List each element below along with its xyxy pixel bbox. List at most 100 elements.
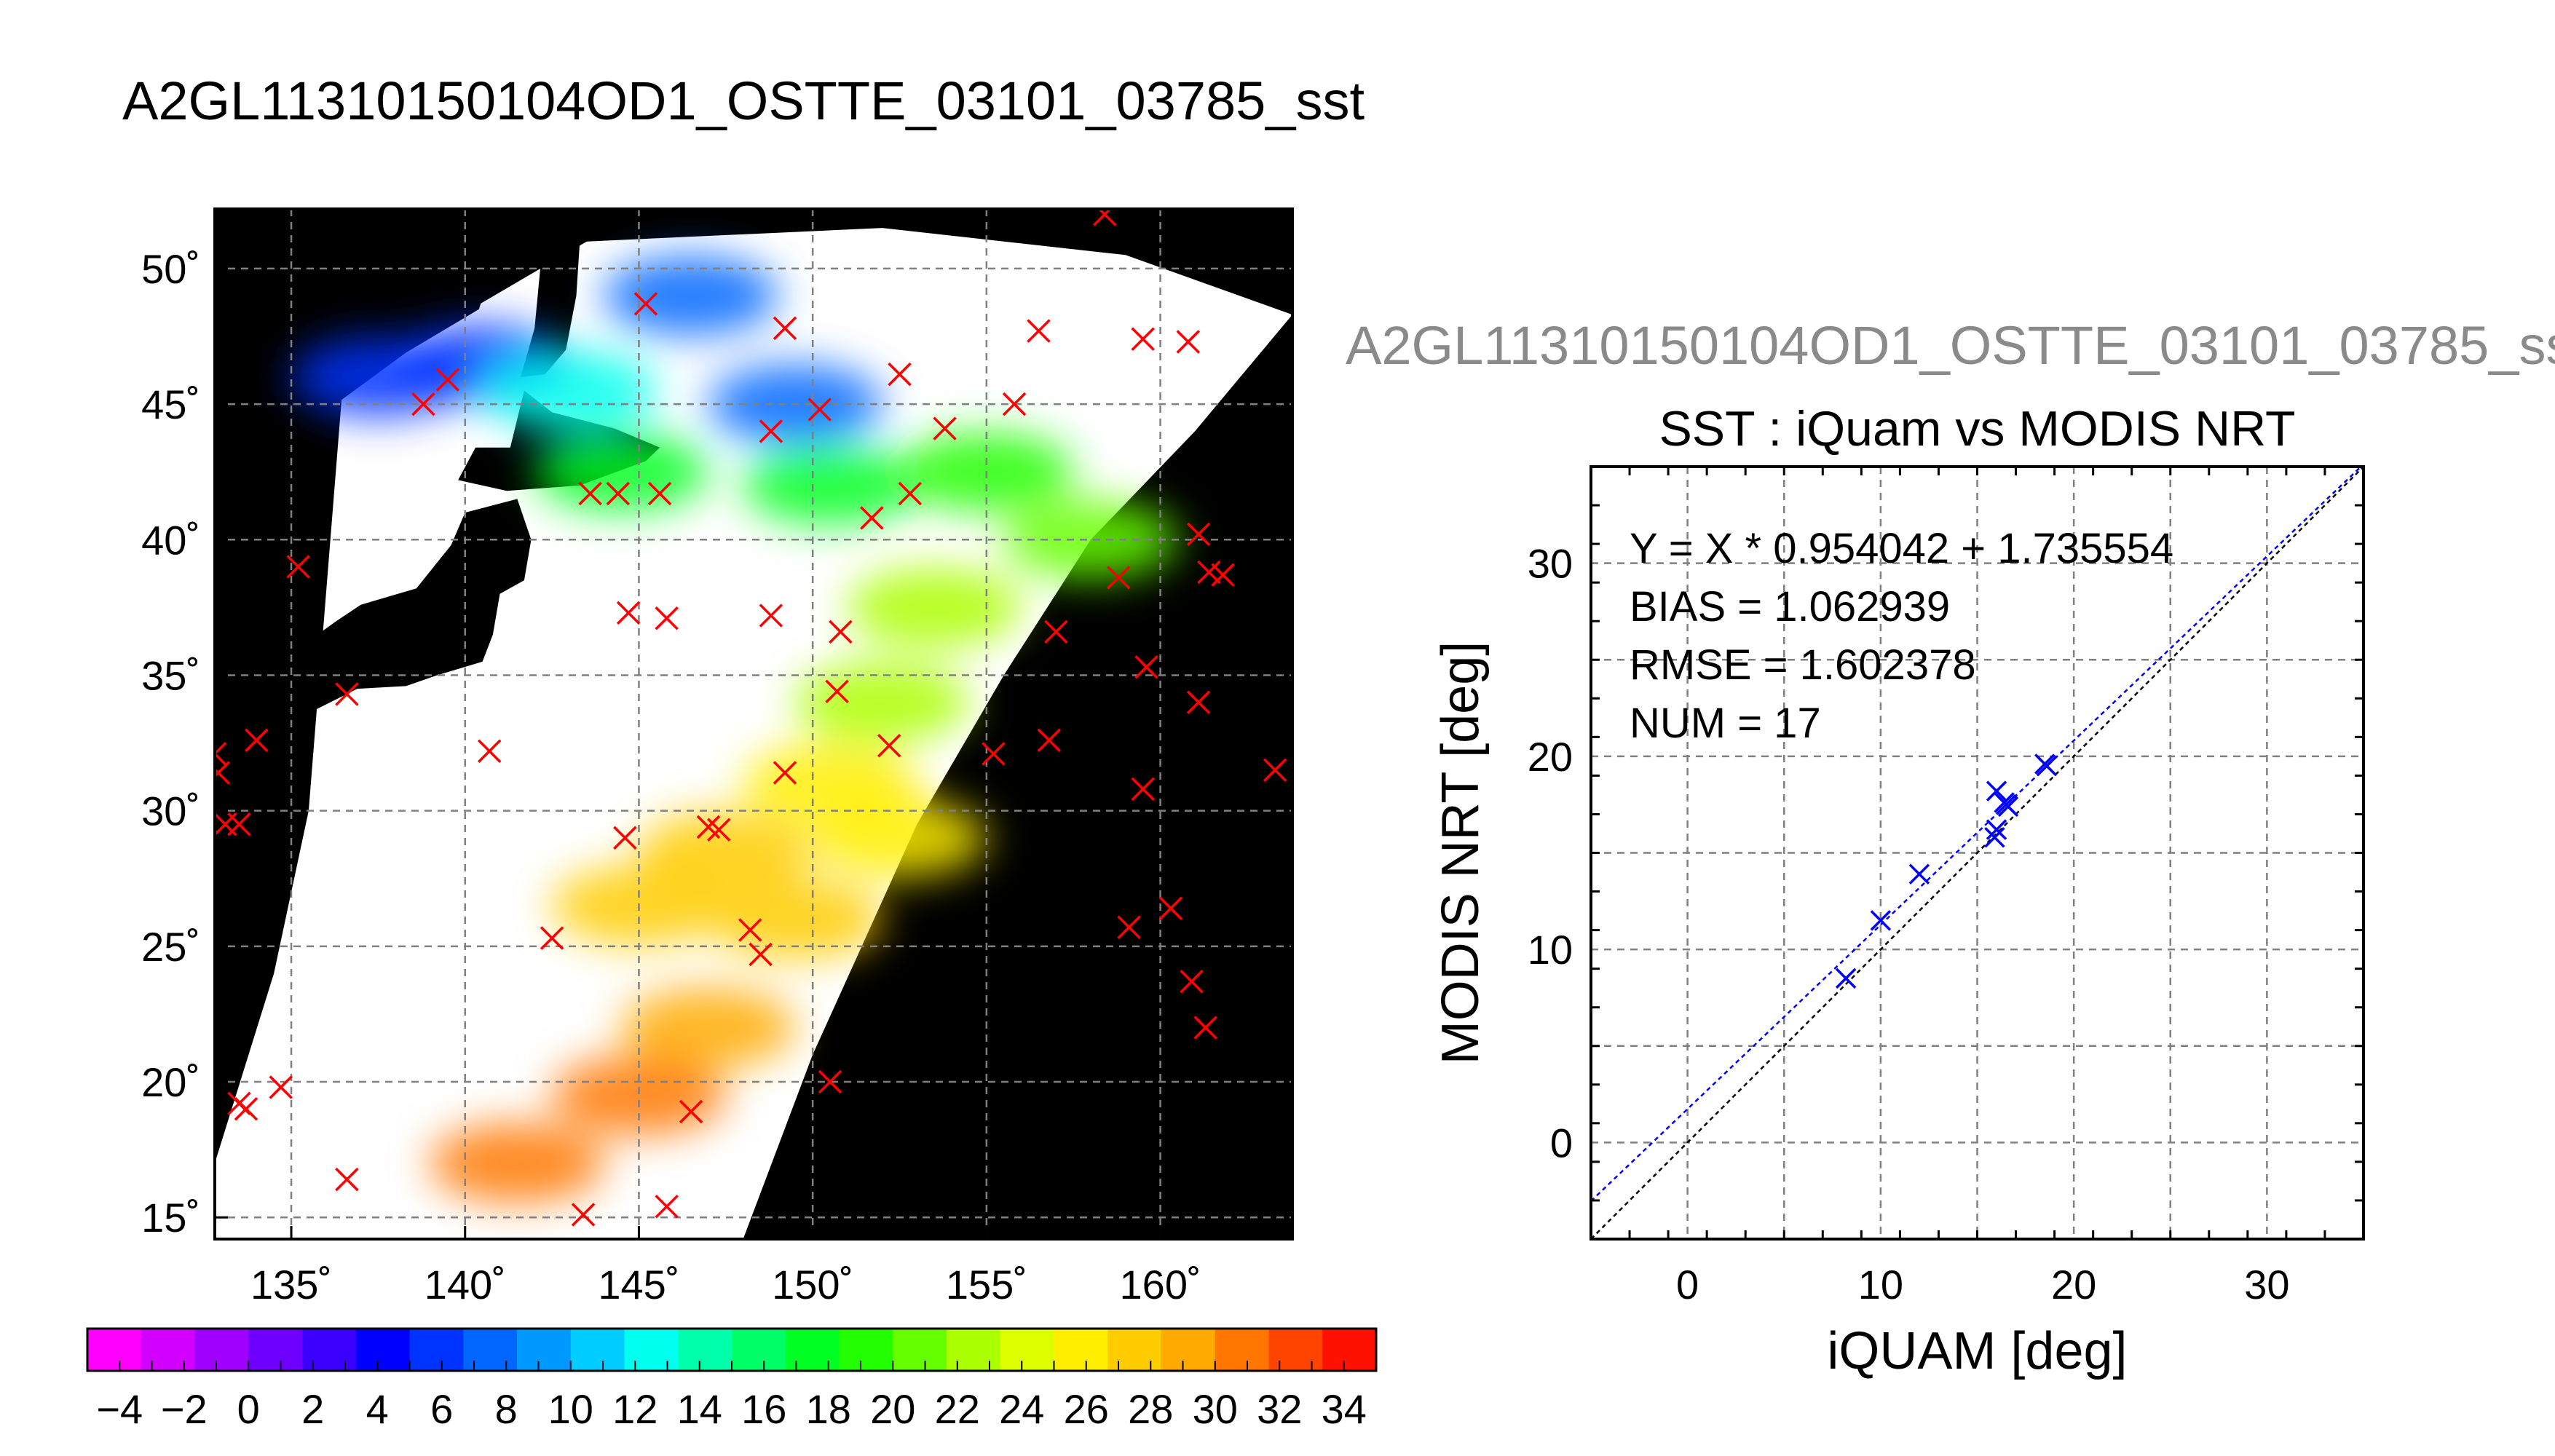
colorbar-segment bbox=[248, 1329, 303, 1371]
match-point bbox=[616, 601, 641, 625]
colorbar-segment bbox=[302, 1329, 357, 1371]
colorbar-tick-label: 26 bbox=[1064, 1386, 1109, 1432]
scatter-point bbox=[1986, 819, 2007, 840]
match-point bbox=[1186, 690, 1211, 714]
colorbar-tick-label: 22 bbox=[935, 1386, 980, 1432]
colorbar bbox=[86, 1327, 1378, 1372]
sst-patch bbox=[604, 256, 779, 336]
map-x-tick-label: 155˚ bbox=[946, 1262, 1027, 1307]
colorbar-segment bbox=[355, 1329, 410, 1371]
match-point bbox=[877, 734, 901, 758]
match-point bbox=[1027, 319, 1051, 343]
colorbar-segment bbox=[1161, 1329, 1216, 1371]
colorbar-segment bbox=[732, 1329, 786, 1371]
sst-patch bbox=[708, 879, 883, 960]
map-x-tick-label: 160˚ bbox=[1120, 1262, 1201, 1307]
match-point bbox=[571, 1203, 596, 1227]
colorbar-tick-label: 10 bbox=[548, 1386, 593, 1432]
map-y-tick-label: 40˚ bbox=[141, 517, 200, 563]
scatter-y-tick-label: 10 bbox=[1528, 927, 1573, 973]
colorbar-tick-label: 14 bbox=[677, 1386, 722, 1432]
match-point bbox=[1131, 777, 1155, 802]
sst-patch bbox=[620, 987, 796, 1068]
match-point bbox=[477, 739, 502, 763]
sst-patch bbox=[847, 567, 1022, 648]
map-frame bbox=[213, 207, 1294, 1241]
match-point bbox=[773, 316, 797, 341]
scatter-x-tick-label: 0 bbox=[1676, 1262, 1699, 1307]
match-point bbox=[818, 1069, 842, 1094]
match-point bbox=[633, 292, 658, 316]
colorbar-tick-label: 16 bbox=[741, 1386, 786, 1432]
match-point bbox=[807, 397, 832, 422]
colorbar-tick-label: 18 bbox=[806, 1386, 851, 1432]
map-grid bbox=[215, 209, 1292, 1239]
colorbar-tick-label: 0 bbox=[237, 1386, 260, 1432]
match-point bbox=[1180, 970, 1204, 994]
colorbar-segment bbox=[1107, 1329, 1162, 1371]
colorbar-tick-label: −4 bbox=[96, 1386, 143, 1432]
match-point bbox=[540, 926, 564, 950]
scatter-point bbox=[1986, 780, 2007, 802]
match-point bbox=[1117, 915, 1141, 940]
match-point bbox=[829, 620, 853, 644]
map-y-tick-label: 15˚ bbox=[141, 1195, 200, 1241]
colorbar-tick-label: 8 bbox=[495, 1386, 518, 1432]
match-point bbox=[215, 761, 231, 785]
match-point bbox=[679, 1099, 703, 1124]
match-point bbox=[655, 606, 679, 630]
match-point bbox=[933, 416, 957, 440]
match-markers bbox=[215, 209, 1287, 1227]
match-point bbox=[613, 826, 637, 850]
sst-patch bbox=[794, 662, 970, 743]
colorbar-segment bbox=[947, 1329, 1001, 1371]
map-x-tick-label: 145˚ bbox=[598, 1262, 679, 1307]
sst-scatter: SST : iQuam vs MODIS NRT 0 10 20 30 0 10 20 30 iQ… bbox=[1431, 401, 2365, 1380]
sst-patch bbox=[551, 1055, 727, 1136]
match-point bbox=[1134, 655, 1158, 679]
match-point bbox=[215, 742, 227, 766]
sst-map: 135˚ 140˚ 145˚ 150˚ 155˚ 160˚ 15˚ 20˚ 25˚ 30˚ 35˚ 4… bbox=[86, 207, 1378, 1432]
match-point bbox=[655, 1195, 679, 1219]
match-point bbox=[578, 481, 602, 506]
sst-patch bbox=[481, 350, 657, 431]
scatter-stats-line: Y = X * 0.954042 + 1.735554 bbox=[1630, 525, 2173, 572]
match-point bbox=[982, 742, 1006, 766]
match-point bbox=[707, 818, 731, 842]
colorbar-segment bbox=[1268, 1329, 1323, 1371]
scatter-point bbox=[1835, 968, 1857, 989]
colorbar-tick-label: 30 bbox=[1193, 1386, 1238, 1432]
land-honshu bbox=[215, 499, 532, 721]
match-point bbox=[606, 481, 631, 506]
match-point bbox=[435, 368, 460, 392]
colorbar-segment bbox=[1054, 1329, 1108, 1371]
sst-patch bbox=[291, 336, 466, 417]
match-point bbox=[738, 918, 762, 942]
map-y-tick-label: 20˚ bbox=[141, 1059, 200, 1105]
scatter-y-tick-label: 20 bbox=[1528, 734, 1573, 780]
colorbar-segment bbox=[463, 1329, 518, 1371]
scatter-y-axis-label: MODIS NRT [deg] bbox=[1431, 641, 1490, 1065]
match-point bbox=[898, 481, 923, 506]
match-point bbox=[234, 1097, 258, 1121]
scatter-x-axis-label: iQUAM [deg] bbox=[1827, 1322, 2127, 1380]
scatter-x-tick-label: 30 bbox=[2244, 1262, 2289, 1307]
sst-field bbox=[291, 256, 1179, 1203]
sst-patch bbox=[1003, 499, 1179, 580]
colorbar-segment bbox=[517, 1329, 572, 1371]
match-point bbox=[335, 682, 359, 706]
match-point bbox=[1193, 1016, 1217, 1040]
scatter-point bbox=[1870, 910, 1892, 931]
match-point bbox=[1044, 620, 1068, 644]
sst-patch bbox=[430, 1123, 605, 1203]
regression-line bbox=[1591, 467, 2363, 1202]
colorbar-tick-label: 2 bbox=[301, 1386, 324, 1432]
colorbar-segment bbox=[409, 1329, 464, 1371]
scatter-x-tick-label: 10 bbox=[1858, 1262, 1903, 1307]
colorbar-tick-label: 32 bbox=[1257, 1386, 1302, 1432]
match-point bbox=[1211, 563, 1235, 587]
match-point bbox=[1263, 758, 1287, 783]
scatter-stats-line: BIAS = 1.062939 bbox=[1630, 583, 1950, 630]
scatter-point bbox=[1984, 827, 2005, 848]
colorbar-tick-label: 12 bbox=[612, 1386, 657, 1432]
